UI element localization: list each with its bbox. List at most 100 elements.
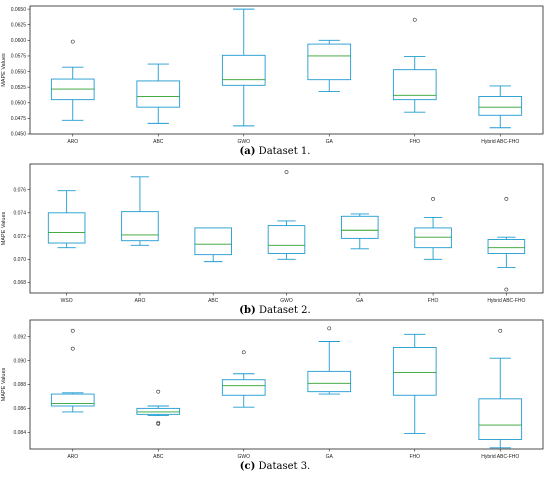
box-gwo xyxy=(221,8,266,127)
caption-text: Dataset 3. xyxy=(255,461,310,472)
x-tick-label: GA xyxy=(326,454,334,460)
box-ga xyxy=(307,326,352,395)
iqr-box xyxy=(478,96,523,116)
x-tick-label: GWO xyxy=(238,454,251,460)
y-tick-label: 0.090 xyxy=(13,358,26,364)
y-tick-label: 0.0575 xyxy=(11,54,27,60)
iqr-box xyxy=(47,212,86,244)
box-fho xyxy=(392,17,437,113)
y-tick-label: 0.0625 xyxy=(11,22,27,28)
y-tick-label: 0.072 xyxy=(13,234,26,240)
iqr-box xyxy=(136,80,181,108)
caption-letter: (b) xyxy=(239,305,255,316)
x-tick-label: ARO xyxy=(67,454,78,460)
caption-dataset-2: (b) Dataset 2. xyxy=(239,305,310,316)
x-tick-label: GA xyxy=(326,139,334,145)
y-tick-label: 0.070 xyxy=(13,257,26,263)
y-axis-label: MAPE Values xyxy=(1,367,7,401)
iqr-box xyxy=(136,407,181,415)
outlier-point xyxy=(284,170,289,175)
x-tick-label: WSO xyxy=(61,298,73,304)
x-tick-label: FHO xyxy=(409,139,420,145)
caption-text: Dataset 1. xyxy=(256,146,311,157)
box-hybrid-abc-fho xyxy=(478,85,523,129)
iqr-box xyxy=(121,211,159,242)
box-fho xyxy=(392,333,437,434)
outlier-point xyxy=(70,39,75,44)
iqr-box xyxy=(194,227,232,256)
box-aro xyxy=(121,176,159,246)
iqr-box xyxy=(307,370,352,393)
x-tick-label: FHO xyxy=(428,298,439,304)
box-aro xyxy=(50,328,95,413)
x-tick-label: ABC xyxy=(153,139,164,145)
caption-dataset-1: (a) Dataset 1. xyxy=(240,146,311,157)
iqr-box xyxy=(487,239,526,254)
x-tick-label: GA xyxy=(356,298,364,304)
outlier-point xyxy=(327,326,332,331)
outlier-point xyxy=(70,328,75,333)
caption-letter: (a) xyxy=(240,146,256,157)
caption-letter: (c) xyxy=(240,461,256,472)
x-tick-label: ABC xyxy=(208,298,219,304)
outlier-point xyxy=(412,17,417,22)
y-tick-label: 0.074 xyxy=(13,211,26,217)
x-tick-label: FHO xyxy=(409,454,420,460)
caption-text: Dataset 2. xyxy=(256,305,311,316)
box-abc xyxy=(194,227,232,263)
y-tick-label: 0.0550 xyxy=(11,69,27,75)
outlier-point xyxy=(498,328,503,333)
iqr-box xyxy=(478,398,523,440)
y-tick-label: 0.0475 xyxy=(11,116,27,122)
box-ga xyxy=(307,39,352,92)
iqr-box xyxy=(341,215,379,239)
y-tick-label: 0.088 xyxy=(13,382,26,388)
box-abc xyxy=(136,63,181,124)
x-tick-label: ARO xyxy=(67,139,78,145)
iqr-box xyxy=(267,225,306,254)
iqr-box xyxy=(392,69,437,101)
y-tick-label: 0.084 xyxy=(13,430,26,436)
y-tick-label: 0.086 xyxy=(13,406,26,412)
box-aro xyxy=(50,39,95,121)
iqr-box xyxy=(414,227,452,249)
outlier-point xyxy=(70,346,75,351)
chart-dataset-1: 0.0450 0.0475 0.0500 0.0525 0.0550 0.0575 0.06… xyxy=(1,5,544,145)
chart-dataset-3: 0.084 0.086 0.088 0.090 0.092 MAPE Values ARO A… xyxy=(1,319,544,460)
x-tick-label: Hybrid ABC-FHO xyxy=(487,298,525,304)
y-axis-label: MAPE Values xyxy=(1,53,7,87)
iqr-box xyxy=(307,43,352,81)
y-tick-label: 0.0500 xyxy=(11,100,27,106)
x-tick-label: GWO xyxy=(280,298,293,304)
outlier-point xyxy=(431,196,435,201)
y-tick-label: 0.076 xyxy=(13,187,26,193)
x-tick-label: GWO xyxy=(238,139,251,145)
outlier-point xyxy=(156,389,161,394)
y-tick-label: 0.0525 xyxy=(11,85,27,91)
x-tick-label: ARO xyxy=(135,298,146,304)
box-fho xyxy=(414,196,452,260)
outlier-point xyxy=(241,350,246,355)
iqr-box xyxy=(221,379,266,396)
iqr-box xyxy=(221,54,266,86)
caption-dataset-3: (c) Dataset 3. xyxy=(240,461,311,472)
box-gwo xyxy=(221,350,266,408)
outlier-point xyxy=(504,287,509,292)
outlier-point xyxy=(156,420,161,425)
box-hybrid-abc-fho xyxy=(478,328,523,449)
outlier-point xyxy=(504,196,509,201)
plot-frame xyxy=(29,319,544,450)
box-abc xyxy=(136,389,181,426)
box-gwo xyxy=(267,170,306,260)
chart-dataset-2: 0.068 0.070 0.072 0.074 0.076 MAPE Values WSO A… xyxy=(1,163,544,304)
y-tick-label: 0.068 xyxy=(13,280,26,286)
outlier-point xyxy=(156,422,161,426)
iqr-box xyxy=(50,393,95,407)
y-tick-label: 0.0450 xyxy=(11,132,27,138)
y-tick-label: 0.0600 xyxy=(11,38,27,44)
y-tick-label: 0.0650 xyxy=(11,7,27,13)
y-tick-label: 0.092 xyxy=(13,334,26,340)
x-tick-label: Hybrid ABC-FHO xyxy=(481,139,519,145)
